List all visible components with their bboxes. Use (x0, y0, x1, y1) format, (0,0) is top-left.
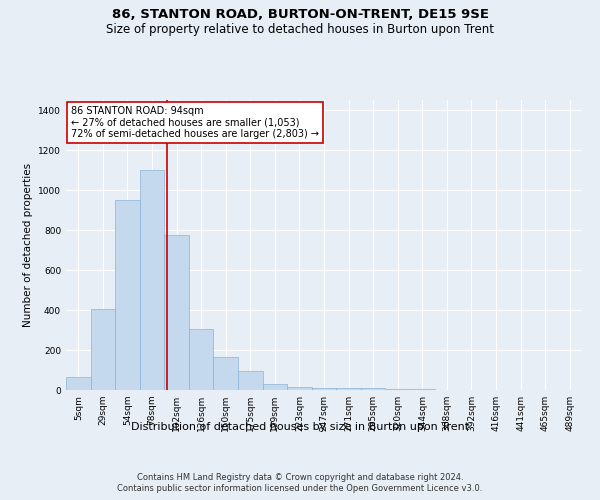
Bar (91, 309, 115, 390)
Bar (287, 387, 312, 390)
Text: Contains public sector information licensed under the Open Government Licence v3: Contains public sector information licen… (118, 484, 482, 493)
Bar (115, 200, 140, 390)
Bar (361, 388, 385, 390)
Text: Contains HM Land Registry data © Crown copyright and database right 2024.: Contains HM Land Registry data © Crown c… (137, 472, 463, 482)
Bar (66, 377, 91, 390)
Text: Distribution of detached houses by size in Burton upon Trent: Distribution of detached houses by size … (131, 422, 469, 432)
Bar (238, 371, 263, 390)
Text: 86 STANTON ROAD: 94sqm
← 27% of detached houses are smaller (1,053)
72% of semi-: 86 STANTON ROAD: 94sqm ← 27% of detached… (71, 106, 319, 139)
Bar (312, 388, 336, 390)
Text: 86, STANTON ROAD, BURTON-ON-TRENT, DE15 9SE: 86, STANTON ROAD, BURTON-ON-TRENT, DE15 … (112, 8, 488, 20)
Y-axis label: Number of detached properties: Number of detached properties (23, 163, 32, 327)
Bar (140, 170, 164, 390)
Bar (214, 357, 238, 390)
Bar (263, 384, 287, 390)
Text: Size of property relative to detached houses in Burton upon Trent: Size of property relative to detached ho… (106, 22, 494, 36)
Bar (189, 329, 214, 390)
Bar (164, 235, 189, 390)
Bar (336, 388, 361, 390)
Bar (385, 389, 410, 390)
